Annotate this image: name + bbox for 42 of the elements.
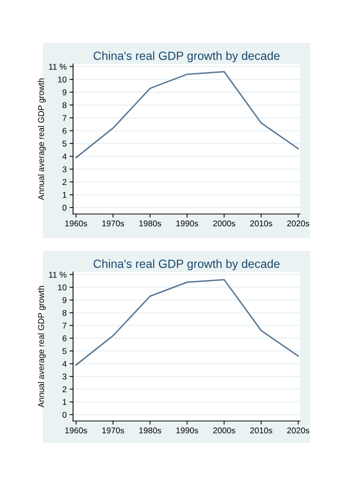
x-tick-label: 2000s — [213, 220, 236, 226]
x-tick-label: 2010s — [250, 220, 272, 226]
y-tick-label: 3 — [62, 166, 66, 172]
y-tick-label: 4 — [62, 360, 67, 367]
y-tick-label: 2 — [62, 179, 66, 185]
y-tick-label: 0 — [62, 412, 66, 418]
y-tick-label: 0 — [62, 204, 66, 211]
y-tick-label: 10 — [58, 284, 66, 290]
x-tick-label: 1990s — [176, 427, 198, 434]
x-tick-label: 2020s — [287, 427, 310, 434]
x-tick-label: 1960s — [65, 427, 88, 434]
x-tick-label: 2000s — [213, 427, 236, 434]
x-tick-label: 1990s — [176, 220, 198, 226]
y-tick-label: 2 — [62, 386, 66, 392]
y-tick-label: 5 — [62, 140, 66, 147]
y-tick-label: 3 — [62, 374, 66, 380]
y-tick-label: 9 — [62, 297, 66, 304]
chart-title: China's real GDP growth by decade — [94, 51, 280, 62]
x-tick-label: 1960s — [65, 220, 88, 226]
y-tick-label: 11 % — [49, 64, 67, 70]
y-tick-label: 10 — [58, 76, 66, 82]
y-axis-title: Annual average real GDP growth — [38, 78, 46, 200]
y-axis-title: Annual average real GDP growth — [38, 286, 46, 408]
y-tick-label: 1 — [62, 399, 66, 405]
x-tick-label: 2010s — [250, 427, 272, 434]
x-tick-label: 2020s — [287, 220, 310, 226]
y-tick-label: 7 — [62, 322, 66, 329]
x-tick-label: 1980s — [139, 427, 162, 434]
y-tick-label: 6 — [62, 335, 66, 342]
y-tick-label: 8 — [62, 102, 66, 108]
y-tick-label: 4 — [62, 154, 67, 160]
y-tick-label: 7 — [62, 115, 66, 121]
y-tick-label: 9 — [62, 89, 66, 96]
x-tick-label: 1980s — [139, 220, 162, 226]
y-tick-label: 6 — [62, 128, 66, 134]
x-tick-label: 1970s — [102, 220, 124, 226]
chart-title: China's real GDP growth by decade — [94, 259, 280, 270]
x-tick-label: 1970s — [102, 427, 124, 434]
y-tick-label: 1 — [62, 192, 66, 198]
y-tick-label: 11 % — [49, 272, 67, 278]
y-tick-label: 8 — [62, 310, 66, 316]
y-tick-label: 5 — [62, 348, 66, 354]
